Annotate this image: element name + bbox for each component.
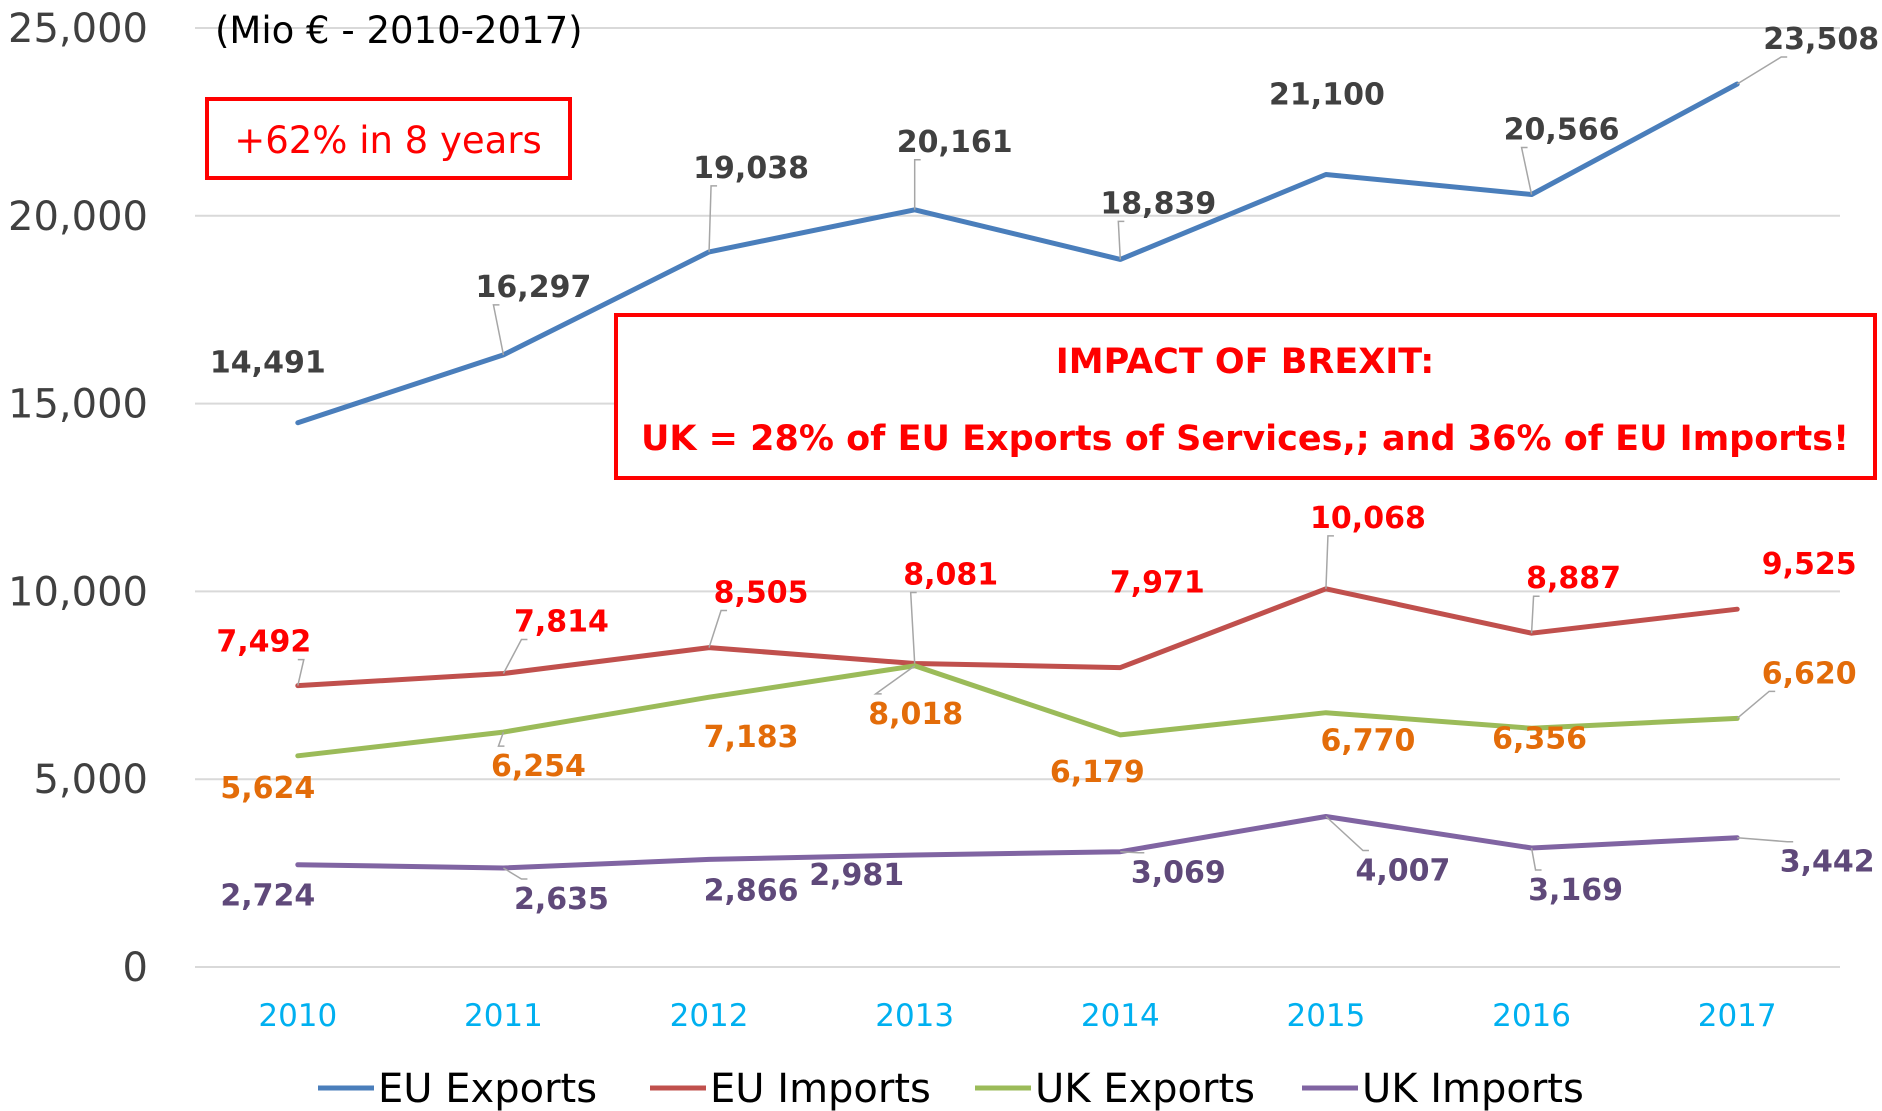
label-leader-lines: [297, 56, 1794, 880]
data-label: 10,068: [1310, 501, 1426, 536]
x-tick-label: 2011: [464, 998, 543, 1034]
leader-line: [1520, 146, 1533, 195]
y-tick-label: 0: [123, 945, 148, 991]
leader-line: [1736, 56, 1788, 85]
data-label: 21,100: [1269, 77, 1385, 112]
y-tick-label: 20,000: [8, 194, 148, 240]
data-label: 8,081: [903, 557, 998, 592]
legend-item-eu-imports: EU Imports: [650, 1066, 931, 1111]
legend-item-eu-exports: EU Exports: [318, 1066, 597, 1111]
data-label: 20,566: [1504, 113, 1620, 148]
leader-line: [1117, 220, 1125, 260]
data-label: 14,491: [210, 346, 326, 381]
y-tick-label: 10,000: [8, 569, 148, 615]
leader-line: [1530, 847, 1542, 871]
data-label: 6,770: [1320, 724, 1415, 759]
data-label: 23,508: [1763, 22, 1879, 57]
brexit-annotation-title: IMPACT OF BREXIT:: [1056, 342, 1434, 382]
leader-line: [1736, 690, 1776, 719]
data-label: 19,038: [693, 151, 809, 186]
x-tick-label: 2017: [1698, 998, 1777, 1034]
legend-item-uk-imports: UK Imports: [1302, 1066, 1584, 1111]
data-label: 2,981: [809, 858, 904, 893]
legend-label: EU Imports: [710, 1066, 931, 1111]
leader-line: [708, 185, 718, 252]
x-tick-label: 2010: [258, 998, 337, 1034]
data-label: 6,620: [1762, 656, 1857, 691]
leader-line: [502, 638, 528, 674]
leader-line: [708, 609, 728, 648]
data-label: 6,356: [1492, 721, 1587, 756]
data-label: 8,887: [1526, 561, 1621, 596]
data-label: 2,724: [220, 879, 315, 914]
data-label: 7,971: [1110, 566, 1205, 601]
x-axis-ticks: 2010 2011 2012 2013 2014 2015 2016 2017: [258, 998, 1776, 1034]
leader-line: [1325, 535, 1334, 589]
data-label: 7,183: [704, 720, 799, 755]
brexit-annotation: IMPACT OF BREXIT: UK = 28% of EU Exports…: [614, 313, 1877, 480]
data-label: 6,254: [491, 749, 586, 784]
data-labels: 14,491 16,297 19,038 20,161 18,839 21,100 20,5…: [210, 22, 1879, 917]
data-label: 2,866: [704, 873, 799, 908]
series-lines: [295, 81, 1740, 871]
growth-annotation: +62% in 8 years: [205, 97, 572, 180]
data-label: 3,442: [1780, 845, 1875, 880]
data-label: 8,018: [868, 697, 963, 732]
data-label: 9,525: [1762, 547, 1857, 582]
data-label: 18,839: [1100, 186, 1216, 221]
series-line-uk-imports: [295, 814, 1740, 871]
x-tick-label: 2012: [670, 998, 749, 1034]
legend: EU Exports EU Imports UK Exports UK Imports: [318, 1066, 1584, 1111]
chart-subtitle: (Mio € - 2010-2017): [215, 9, 583, 52]
data-label: 16,297: [476, 270, 592, 305]
legend-label: UK Imports: [1362, 1066, 1584, 1111]
data-label: 20,161: [897, 125, 1013, 160]
y-axis-ticks: 0 5,000 10,000 15,000 20,000 25,000: [8, 6, 148, 991]
legend-label: EU Exports: [378, 1066, 597, 1111]
series-line-eu-imports: [295, 586, 1740, 689]
brexit-annotation-box: [614, 313, 1877, 480]
y-tick-label: 25,000: [8, 6, 148, 52]
leader-line: [503, 867, 528, 880]
y-tick-label: 5,000: [33, 757, 148, 803]
gridlines: [195, 27, 1840, 968]
x-tick-label: 2014: [1081, 998, 1160, 1034]
data-label: 7,814: [514, 605, 609, 640]
leader-line: [909, 591, 917, 664]
legend-item-uk-exports: UK Exports: [975, 1066, 1255, 1111]
data-label: 4,007: [1355, 853, 1450, 888]
data-label: 8,505: [714, 576, 809, 611]
growth-annotation-box: [205, 97, 572, 180]
data-label: 2,635: [514, 882, 609, 917]
x-tick-label: 2013: [875, 998, 954, 1034]
leader-line: [1325, 815, 1369, 852]
x-tick-label: 2016: [1492, 998, 1571, 1034]
y-tick-label: 15,000: [8, 382, 148, 428]
leader-line: [1530, 595, 1540, 634]
series-line-eu-exports: [295, 81, 1740, 426]
leader-line: [1737, 836, 1794, 843]
leader-line: [913, 159, 921, 210]
leader-line: [492, 304, 505, 356]
data-label: 3,169: [1528, 873, 1623, 908]
leader-line: [497, 731, 505, 747]
data-label: 3,069: [1131, 856, 1226, 891]
leader-line: [297, 658, 305, 686]
leader-line: [1120, 850, 1145, 854]
data-label: 7,492: [216, 625, 311, 660]
x-tick-label: 2015: [1286, 998, 1365, 1034]
leader-line: [873, 665, 916, 695]
series-line-uk-exports: [295, 663, 1740, 759]
data-label: 5,624: [220, 771, 315, 806]
legend-label: UK Exports: [1035, 1066, 1255, 1111]
brexit-annotation-text: UK = 28% of EU Exports of Services,; and…: [641, 419, 1849, 459]
growth-annotation-text: +62% in 8 years: [234, 119, 542, 162]
data-label: 6,179: [1050, 755, 1145, 790]
